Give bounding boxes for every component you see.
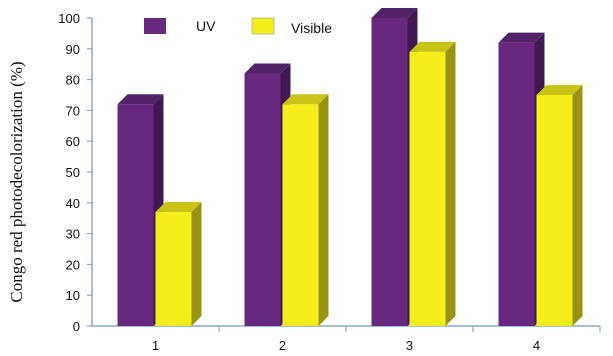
y-tick-label: 20	[66, 257, 80, 272]
x-tick-label: 4	[533, 338, 540, 353]
y-tick-label: 100	[58, 11, 80, 26]
y-tick-label: 40	[66, 196, 80, 211]
bar-front-face	[244, 73, 281, 326]
y-tick-label: 80	[66, 73, 80, 88]
bar-front-face	[117, 104, 154, 327]
bars	[117, 8, 583, 327]
bar-top-face	[536, 85, 583, 95]
y-tick-label: 0	[73, 319, 80, 334]
bar-visible-1	[155, 202, 202, 326]
bar-top-face	[244, 63, 291, 74]
bar-visible-4	[536, 85, 583, 326]
bar-front-face	[536, 95, 573, 326]
bar-visible-3	[409, 41, 456, 326]
legend-label-uv: UV	[196, 18, 216, 34]
legend-label-visible: Visible	[291, 20, 332, 36]
y-tick-label: 60	[66, 134, 80, 149]
bar-side-face	[572, 85, 583, 326]
legend: UV Visible	[144, 17, 332, 36]
tick-labels: 0 10 20 30 40 50 60 70 80 90 100 1 2 3 4	[58, 11, 601, 353]
bar-visible-2	[282, 94, 329, 327]
x-tick-label: 3	[406, 338, 413, 353]
bar-top-face	[371, 8, 418, 18]
bar-top-face	[498, 32, 545, 43]
x-tick-label: 1	[152, 338, 159, 353]
bar-front-face	[371, 18, 408, 326]
bar-front-face	[498, 42, 535, 326]
legend-swatch-visible	[251, 17, 275, 35]
y-axis-label: Congo red photodecolorization (%)	[7, 61, 26, 302]
bar-front-face	[282, 104, 319, 327]
y-tick-label: 50	[66, 165, 80, 180]
y-tick-label: 70	[66, 103, 80, 118]
bar-side-face	[445, 41, 456, 326]
bar-top-face	[409, 41, 456, 52]
x-tick-label: 2	[279, 338, 286, 353]
bar-top-face	[282, 94, 329, 105]
bar-top-face	[117, 94, 164, 105]
bar-front-face	[155, 212, 192, 326]
y-tick-label: 90	[66, 42, 80, 57]
bar-side-face	[318, 94, 329, 327]
bar-top-face	[155, 202, 202, 213]
bar-side-face	[191, 202, 202, 326]
y-tick-label: 10	[66, 288, 80, 303]
y-tick-label: 30	[66, 227, 80, 242]
bar-front-face	[409, 51, 446, 326]
legend-swatch-uv	[144, 18, 166, 34]
